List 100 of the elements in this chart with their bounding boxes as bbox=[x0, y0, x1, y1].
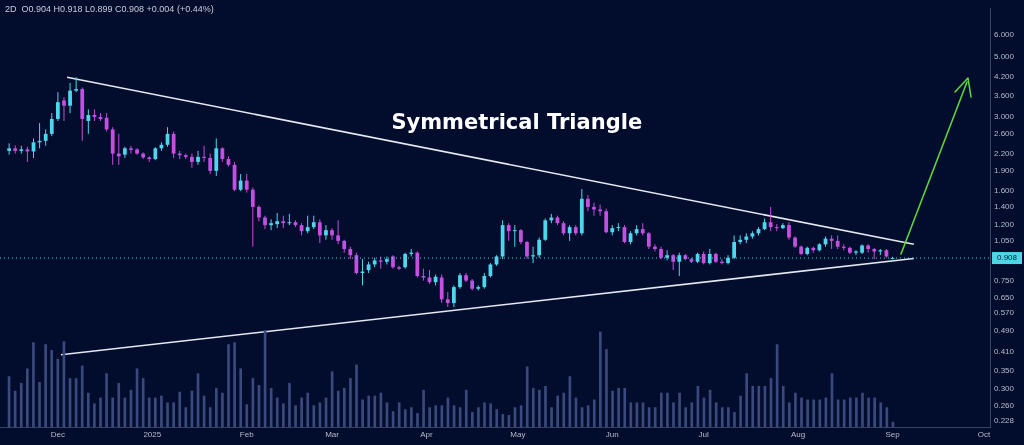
bar bbox=[288, 383, 291, 427]
x-tick-label: Jun bbox=[605, 430, 619, 439]
x-tick-label: Sep bbox=[885, 430, 901, 439]
bar bbox=[282, 403, 285, 427]
candlestick bbox=[397, 265, 401, 271]
bar bbox=[422, 389, 425, 427]
bar bbox=[178, 391, 182, 427]
x-tick-label: 2025 bbox=[143, 430, 162, 439]
bar bbox=[531, 387, 535, 427]
candlestick bbox=[604, 208, 609, 234]
bar bbox=[739, 395, 742, 427]
y-tick-label: 0.228 bbox=[994, 416, 1015, 426]
candlestick bbox=[214, 137, 219, 177]
bar bbox=[550, 407, 553, 427]
bar bbox=[403, 409, 407, 427]
bar bbox=[214, 387, 218, 427]
bar bbox=[818, 399, 822, 427]
y-tick-label: 1.400 bbox=[994, 202, 1015, 212]
bar bbox=[562, 392, 566, 427]
bar bbox=[556, 395, 560, 427]
bar bbox=[117, 383, 121, 427]
bar bbox=[105, 373, 108, 427]
bar bbox=[806, 399, 809, 427]
bar bbox=[26, 368, 29, 427]
bar bbox=[605, 349, 608, 427]
bar bbox=[653, 407, 657, 427]
candlestick bbox=[250, 187, 255, 248]
x-tick-label: Apr bbox=[420, 430, 434, 439]
bar bbox=[233, 342, 236, 427]
bar bbox=[275, 397, 279, 427]
bar bbox=[19, 383, 23, 427]
bar bbox=[147, 397, 151, 427]
candlestick bbox=[86, 108, 91, 135]
y-tick-label: 3.600 bbox=[994, 90, 1015, 100]
bar bbox=[38, 382, 41, 427]
candlestick bbox=[7, 142, 12, 156]
bar bbox=[111, 397, 115, 427]
x-tick-label: Oct bbox=[977, 430, 991, 439]
candlestick bbox=[104, 112, 109, 133]
y-tick-label: 0.750 bbox=[994, 275, 1015, 285]
bar bbox=[294, 405, 297, 427]
bar bbox=[184, 407, 188, 427]
bar bbox=[787, 402, 791, 427]
bar bbox=[50, 350, 54, 427]
candlestick bbox=[780, 222, 785, 230]
bar bbox=[867, 397, 870, 427]
x-tick-label: Feb bbox=[239, 430, 255, 439]
bar bbox=[617, 387, 620, 427]
y-tick-label: 0.300 bbox=[994, 383, 1015, 393]
bar bbox=[269, 387, 273, 427]
bar bbox=[501, 414, 505, 427]
y-tick-label: 1.200 bbox=[994, 220, 1015, 230]
chart-subtitle: 2D O0.904 H0.918 L0.899 C0.908 +0.004 (+0.44%) bbox=[5, 4, 214, 14]
bar bbox=[842, 399, 846, 427]
candlestick bbox=[190, 153, 194, 169]
candlestick bbox=[263, 215, 267, 230]
bar bbox=[208, 407, 212, 427]
x-tick-label: Mar bbox=[325, 430, 340, 439]
candlestick bbox=[543, 217, 548, 242]
ref-line-label: 0.908 bbox=[996, 253, 1018, 263]
bar bbox=[80, 365, 84, 427]
candlestick bbox=[415, 250, 420, 278]
bar bbox=[751, 385, 755, 427]
candlestick bbox=[287, 213, 292, 226]
bar bbox=[800, 397, 803, 427]
bar bbox=[733, 412, 736, 427]
bar bbox=[848, 397, 852, 427]
bar bbox=[300, 397, 303, 427]
candlestick bbox=[330, 227, 334, 241]
bar bbox=[659, 392, 663, 427]
candlestick bbox=[586, 194, 590, 212]
y-tick-label: 1.900 bbox=[994, 166, 1015, 176]
bar bbox=[599, 331, 602, 427]
bar bbox=[794, 392, 797, 427]
y-tick-label: 1.050 bbox=[994, 236, 1015, 246]
bar bbox=[873, 397, 876, 427]
bar bbox=[525, 366, 529, 427]
candlestick bbox=[49, 112, 54, 137]
bar bbox=[367, 395, 371, 427]
bar bbox=[227, 344, 230, 427]
candlestick bbox=[336, 219, 341, 245]
candlestick bbox=[439, 273, 444, 304]
y-tick-label: 0.350 bbox=[994, 365, 1015, 375]
bar bbox=[855, 397, 858, 427]
candlestick bbox=[525, 240, 529, 260]
bar bbox=[745, 373, 748, 427]
bar bbox=[99, 397, 102, 427]
bar bbox=[154, 397, 157, 427]
bar bbox=[221, 392, 224, 427]
bar bbox=[349, 378, 352, 427]
bar bbox=[239, 368, 243, 427]
bar bbox=[355, 364, 358, 427]
bar bbox=[166, 402, 169, 427]
bar bbox=[861, 392, 864, 427]
bar bbox=[690, 402, 694, 427]
candlestick bbox=[512, 224, 517, 248]
bar bbox=[373, 395, 377, 427]
y-tick-label: 5.000 bbox=[994, 51, 1015, 61]
bar bbox=[416, 413, 419, 427]
bar bbox=[56, 358, 60, 427]
